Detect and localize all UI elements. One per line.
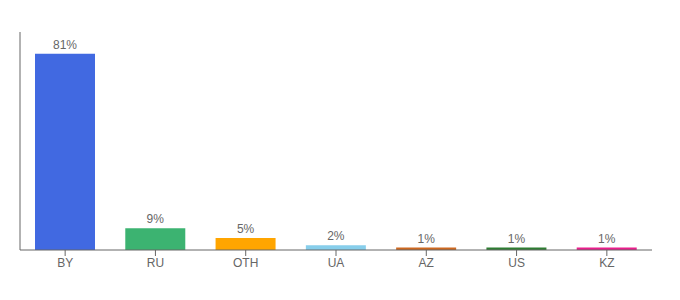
- svg-text:5%: 5%: [237, 222, 255, 236]
- svg-text:KZ: KZ: [599, 256, 614, 270]
- svg-text:1%: 1%: [417, 232, 435, 246]
- svg-text:2%: 2%: [327, 229, 345, 243]
- svg-text:BY: BY: [57, 256, 73, 270]
- svg-text:81%: 81%: [53, 38, 77, 52]
- svg-text:AZ: AZ: [419, 256, 434, 270]
- svg-text:RU: RU: [147, 256, 164, 270]
- svg-text:UA: UA: [328, 256, 345, 270]
- svg-text:OTH: OTH: [233, 256, 258, 270]
- svg-text:US: US: [508, 256, 525, 270]
- svg-text:9%: 9%: [147, 212, 165, 226]
- svg-text:1%: 1%: [598, 232, 616, 246]
- svg-text:1%: 1%: [508, 232, 526, 246]
